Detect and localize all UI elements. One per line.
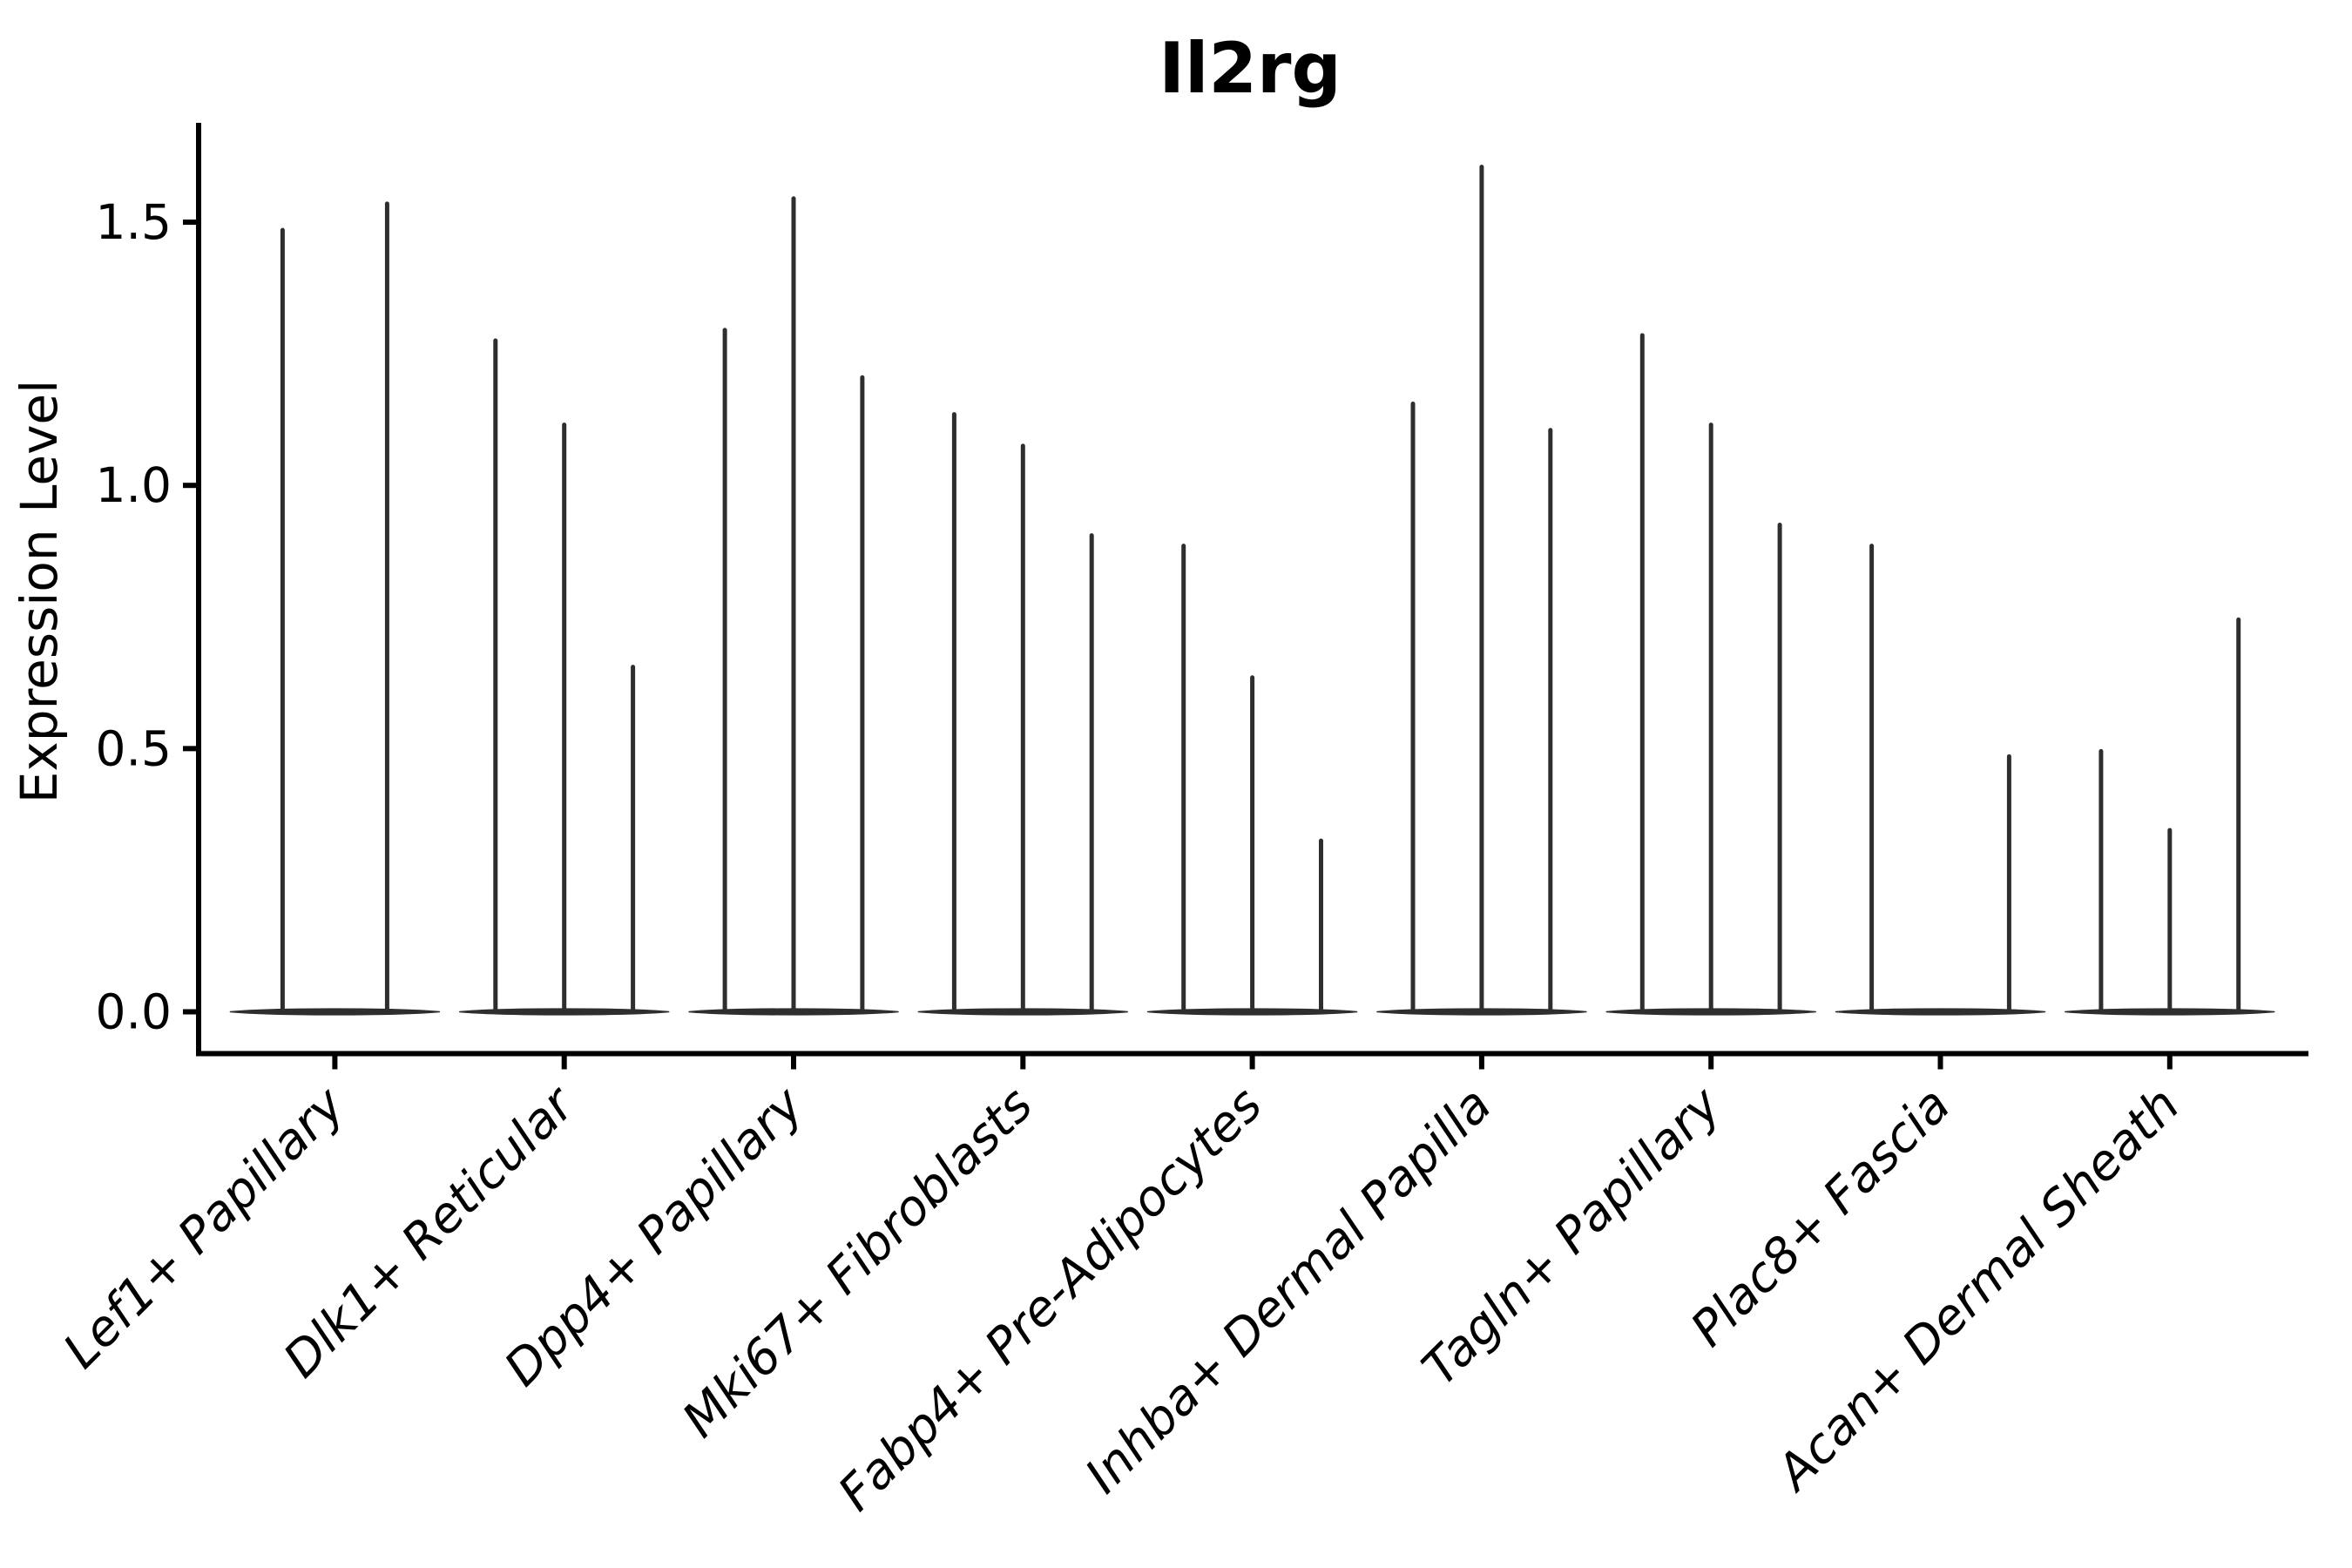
violin-group <box>1146 544 1358 1016</box>
violin-group <box>229 201 441 1016</box>
violin-group <box>1835 544 2046 1016</box>
x-tick-label: Inhba+ Dermal Papilla <box>1075 1077 1503 1504</box>
y-tick-label: 0.5 <box>96 720 172 776</box>
violin-layer <box>229 165 2275 1016</box>
violin-baseline <box>229 1008 441 1016</box>
violin-group <box>688 196 899 1016</box>
y-axis-label: Expression Level <box>10 380 69 803</box>
y-tick-label: 1.5 <box>96 194 172 250</box>
violin-group <box>1376 165 1587 1016</box>
y-tick-label: 1.0 <box>96 457 172 513</box>
y-tick-label: 0.0 <box>96 984 172 1040</box>
axes-layer <box>183 123 2308 1070</box>
chart-title: Il2rg <box>1159 28 1342 109</box>
violin-baseline <box>1835 1008 2046 1016</box>
violin-group <box>1605 333 1816 1016</box>
violin-group <box>458 338 670 1016</box>
x-tick-label: Acan+ Dermal Sheath <box>1765 1077 2191 1503</box>
x-tick-label: Fabp4+ Pre-Adipocytes <box>828 1077 1273 1522</box>
violin-group <box>2065 617 2275 1016</box>
violin-group <box>917 412 1129 1016</box>
